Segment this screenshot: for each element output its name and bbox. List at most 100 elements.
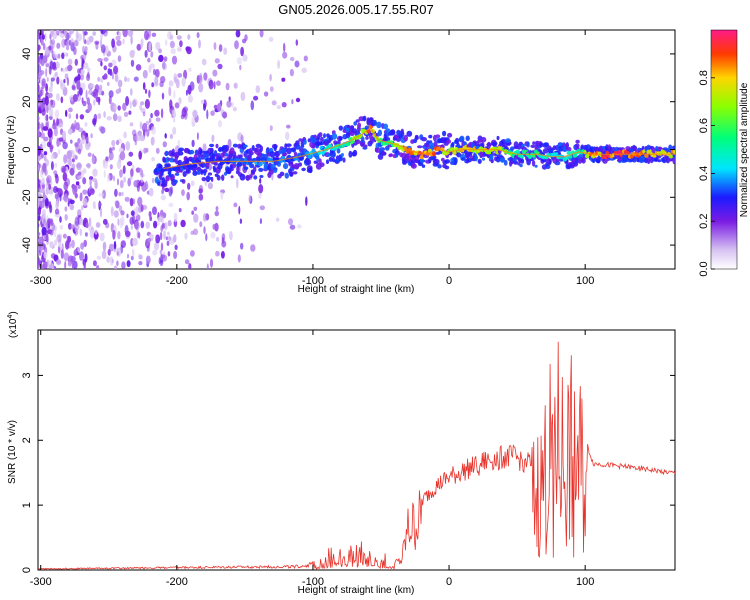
noise-speck: [103, 111, 106, 118]
band-speck: [251, 145, 255, 152]
noise-speck: [207, 182, 213, 190]
band-speck: [360, 141, 364, 147]
noise-speck: [216, 103, 222, 112]
spectrogram-marks: [38, 30, 675, 269]
noise-speck: [109, 256, 114, 266]
noise-speck: [173, 251, 178, 259]
noise-speck: [94, 179, 98, 190]
band-speck: [632, 145, 638, 151]
band-speck: [238, 154, 243, 159]
noise-speck: [210, 231, 216, 239]
noise-speck: [77, 73, 81, 81]
noise-speck: [54, 163, 58, 168]
noise-speck: [42, 42, 46, 51]
noise-speck: [198, 82, 204, 93]
noise-speck: [154, 109, 160, 117]
noise-speck: [38, 164, 40, 172]
noise-speck: [268, 36, 274, 42]
band-speck: [575, 139, 580, 144]
noise-speck: [64, 206, 68, 212]
noise-speck: [41, 78, 46, 87]
noise-speck: [211, 134, 215, 143]
band-speck: [389, 153, 393, 157]
noise-speck: [50, 79, 53, 90]
band-speck: [196, 170, 201, 175]
noise-speck: [49, 229, 54, 236]
noise-speck: [82, 177, 87, 185]
noise-speck: [289, 68, 294, 77]
noise-speck: [148, 211, 152, 218]
noise-speck: [180, 219, 186, 228]
noise-speck: [61, 52, 65, 60]
noise-speck: [164, 133, 167, 139]
noise-speck: [68, 107, 73, 113]
noise-speck: [74, 142, 79, 148]
noise-speck: [41, 226, 47, 236]
noise-speck: [92, 31, 97, 36]
band-speck: [224, 153, 229, 157]
y-tick-label: 2: [21, 437, 33, 443]
noise-speck: [214, 222, 219, 232]
noise-speck: [76, 224, 80, 231]
band-speck: [418, 162, 424, 167]
noise-speck: [79, 251, 84, 261]
noise-speck: [233, 202, 238, 208]
noise-speck: [39, 90, 43, 97]
x-tick-label: -100: [302, 275, 324, 287]
noise-speck: [163, 230, 166, 240]
band-speck: [465, 135, 470, 142]
noise-speck: [129, 101, 132, 109]
noise-speck: [39, 74, 42, 79]
noise-speck: [82, 168, 87, 174]
noise-speck: [183, 69, 188, 80]
noise-speck: [47, 218, 52, 225]
band-speck: [326, 139, 331, 143]
noise-speck: [65, 240, 70, 250]
band-speck: [395, 153, 399, 158]
noise-speck: [290, 56, 295, 62]
noise-speck: [161, 215, 164, 224]
noise-speck: [38, 64, 42, 74]
band-speck: [657, 159, 662, 163]
noise-speck: [53, 51, 56, 60]
noise-speck: [56, 93, 60, 101]
noise-speck: [281, 102, 287, 108]
spectrogram-y-ticks: -40 -20 0 20 40: [21, 48, 675, 253]
band-speck: [580, 144, 585, 150]
band-speck: [672, 145, 675, 150]
noise-speck: [171, 55, 178, 65]
noise-speck: [59, 216, 62, 223]
band-speck: [542, 148, 549, 154]
noise-speck: [76, 33, 83, 42]
noise-speck: [86, 97, 91, 105]
band-speck: [253, 166, 257, 173]
noise-speck: [84, 253, 88, 263]
noise-speck: [50, 39, 56, 45]
band-speck: [499, 157, 505, 163]
noise-speck: [50, 30, 54, 37]
noise-speck: [114, 104, 118, 110]
noise-speck: [205, 233, 208, 242]
noise-speck: [56, 259, 62, 265]
noise-speck: [286, 124, 291, 129]
noise-speck: [40, 178, 45, 186]
noise-speck: [185, 89, 188, 96]
noise-speck: [102, 218, 108, 225]
band-speck: [196, 166, 202, 172]
noise-speck: [39, 200, 45, 209]
noise-speck: [232, 106, 237, 112]
noise-speck: [47, 259, 53, 269]
noise-speck: [208, 79, 214, 90]
noise-speck: [212, 223, 216, 230]
noise-speck: [177, 73, 183, 78]
noise-speck: [54, 229, 57, 238]
noise-speck: [236, 57, 243, 65]
ridge-speck: [419, 154, 424, 160]
noise-speck: [137, 196, 143, 207]
x-tick-label: -300: [30, 576, 52, 588]
noise-speck: [45, 233, 49, 243]
noise-speck: [115, 89, 121, 94]
noise-speck: [146, 129, 150, 137]
band-speck: [188, 156, 193, 160]
noise-speck: [263, 91, 269, 97]
